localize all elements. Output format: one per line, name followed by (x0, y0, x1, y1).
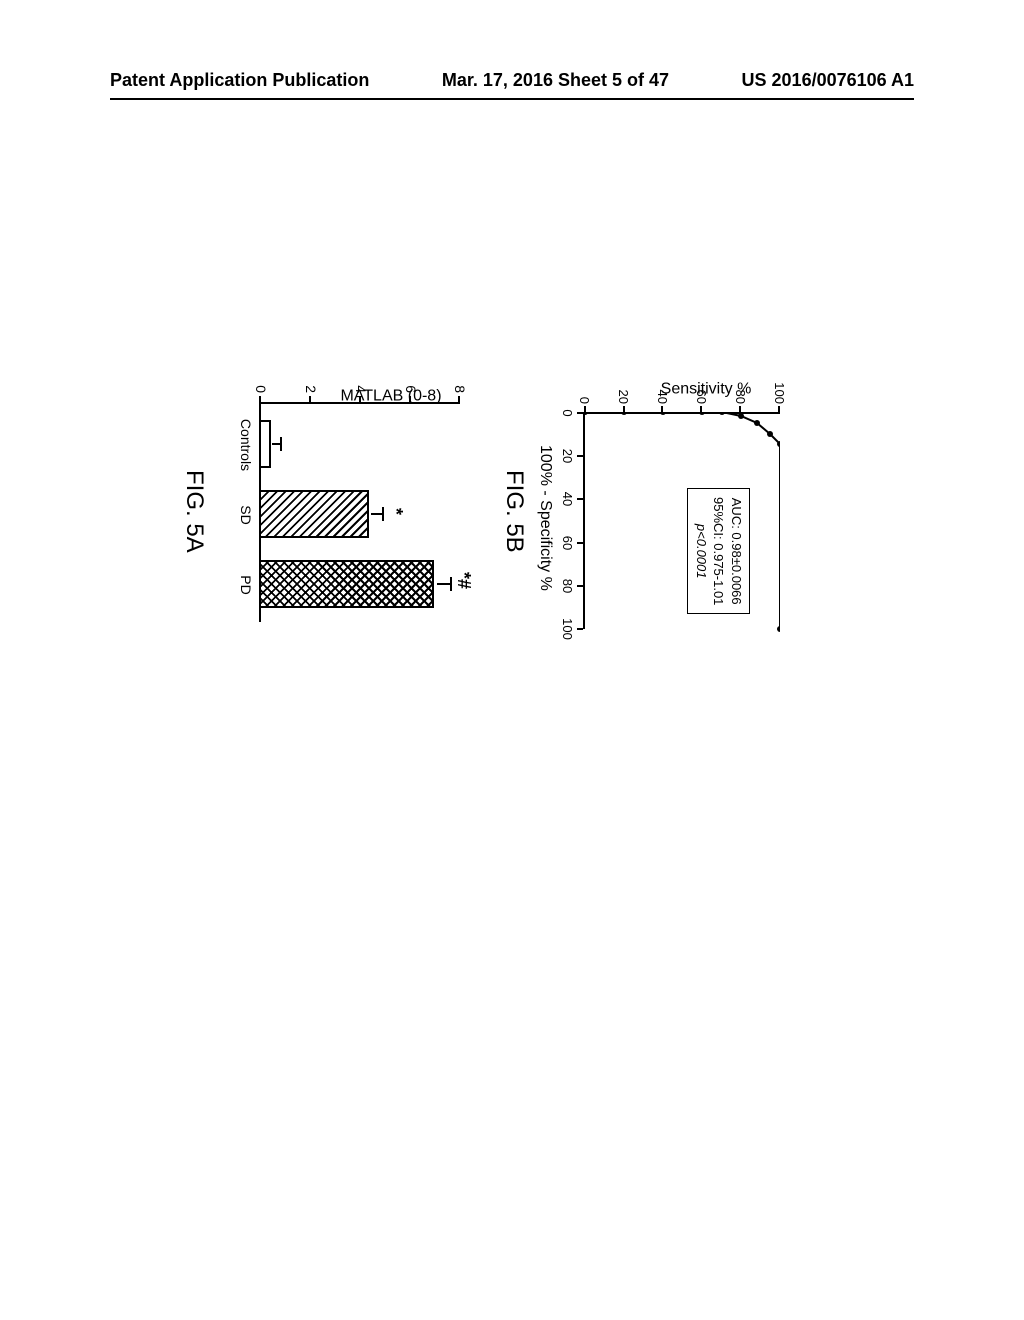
figure-label-5a: FIG. 5A (180, 470, 208, 553)
x-label-pd: PD (238, 570, 254, 600)
roc-curve (580, 412, 780, 632)
y-axis-title-5a: MATLAB (0-8) (340, 388, 441, 406)
error-cap (450, 577, 452, 591)
x-label-controls: Controls (238, 415, 254, 475)
header-divider (110, 98, 914, 100)
figure-label-5b: FIG. 5B (500, 470, 528, 553)
header-left: Patent Application Publication (110, 70, 369, 91)
bar-pd (259, 560, 434, 608)
roc-y-label: 0 (577, 378, 592, 404)
stats-box: AUC: 0.98±0.0066 95%CI: 0.975-1.01 p<0.0… (687, 488, 750, 614)
roc-y-label: 20 (616, 378, 631, 404)
y-tick (458, 396, 460, 402)
roc-x-label: 80 (560, 577, 575, 595)
y-tick-label: 2 (303, 375, 319, 393)
y-tick (259, 396, 261, 402)
header-right: US 2016/0076106 A1 (742, 70, 914, 91)
error-cap (280, 437, 282, 451)
roc-x-label: 100 (560, 616, 575, 642)
roc-x-label: 20 (560, 447, 575, 465)
roc-x-label: 0 (560, 407, 575, 419)
stats-auc: AUC: 0.98±0.0066 (727, 497, 745, 605)
chart-5b: 0 20 40 60 80 100 0 20 40 60 80 100 Sens… (550, 370, 790, 650)
y-axis-title-5b: Sensitivity % (661, 380, 752, 398)
charts-container: 0 2 4 6 8 MATLAB (0-8) * *# Controls SD … (210, 370, 810, 870)
chart-5a: 0 2 4 6 8 MATLAB (0-8) * *# Controls SD … (230, 370, 470, 630)
roc-x-label: 40 (560, 490, 575, 508)
page-header: Patent Application Publication Mar. 17, … (0, 70, 1024, 91)
x-axis-title-5b: 100% - Specificity % (536, 445, 554, 591)
stats-pvalue: p<0.0001 (692, 497, 710, 605)
x-label-sd: SD (238, 500, 254, 530)
significance-sd: * (385, 508, 406, 515)
roc-x-label: 60 (560, 534, 575, 552)
y-tick-label: 0 (253, 375, 269, 393)
stats-ci: 95%CI: 0.975-1.01 (710, 497, 728, 605)
y-tick (309, 396, 311, 402)
bar-controls (259, 420, 271, 468)
error-cap (382, 507, 384, 521)
bar-sd (259, 490, 369, 538)
y-tick-label: 8 (452, 375, 468, 393)
roc-y-label: 100 (772, 378, 787, 404)
header-center: Mar. 17, 2016 Sheet 5 of 47 (442, 70, 669, 91)
significance-pd: *# (453, 572, 474, 589)
